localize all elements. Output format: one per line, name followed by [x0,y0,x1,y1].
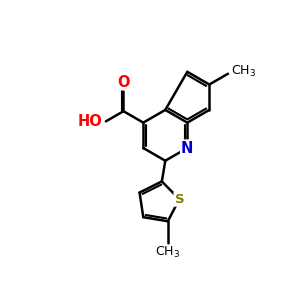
Text: N: N [181,140,194,155]
Text: CH$_3$: CH$_3$ [155,245,180,260]
Text: S: S [175,193,184,206]
Text: CH$_3$: CH$_3$ [231,64,256,79]
Text: O: O [117,75,130,90]
Text: HO: HO [78,114,102,129]
